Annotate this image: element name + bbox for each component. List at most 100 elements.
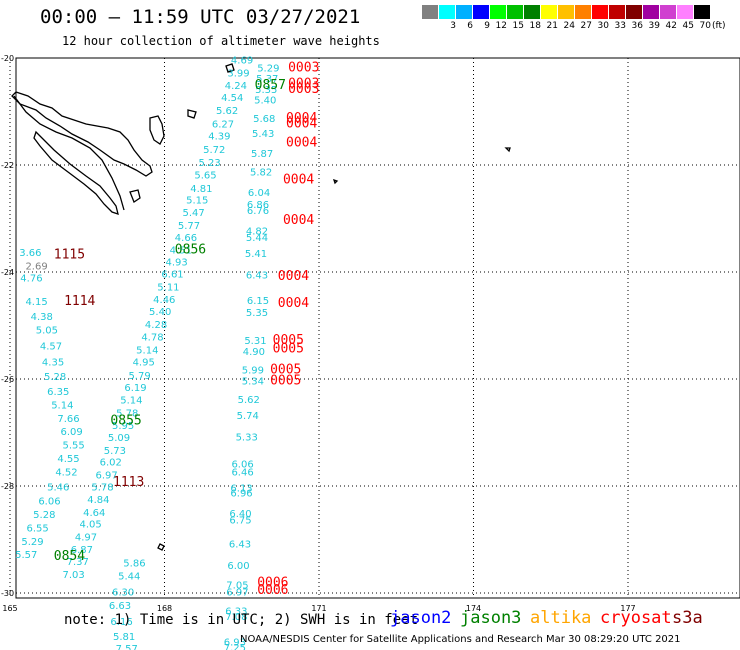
- grid-lines: [9, 57, 740, 598]
- pass-time-label: 0005: [273, 333, 304, 348]
- wave-height-value: 6.02: [100, 458, 122, 469]
- wave-height-value: 6.87: [71, 545, 93, 556]
- wave-height-value: 6.19: [124, 383, 146, 394]
- satellite-legend-item: jason2: [390, 608, 452, 628]
- wave-height-value: 5.62: [238, 395, 260, 406]
- wave-height-value: 6.55: [26, 523, 48, 534]
- wave-height-value: 7.57: [116, 644, 138, 650]
- wave-height-value: 4.69: [231, 55, 253, 66]
- colorbar-swatch: [439, 5, 456, 19]
- colorbar-swatch: [473, 5, 490, 19]
- wave-height-value: 6.43: [229, 540, 251, 551]
- wave-height-value: 5.15: [186, 196, 208, 207]
- pass-time-label: 0855: [110, 413, 141, 428]
- wave-height-value: 5.78: [91, 482, 113, 493]
- colorbar-swatch: [694, 5, 711, 19]
- wave-height-value: 6.33: [225, 606, 247, 617]
- colorbar-swatch: [490, 5, 507, 19]
- wave-height-value: 4.97: [75, 533, 97, 544]
- wave-height-value: 6.46: [231, 467, 253, 478]
- wave-height-value: 5.95: [112, 421, 134, 432]
- wave-height-value: 5.05: [36, 326, 58, 337]
- pass-time-label: 1113: [113, 475, 144, 490]
- wave-height-value: 6.97: [226, 588, 248, 599]
- wave-height-value: 7.05: [226, 581, 248, 592]
- pass-time-label: 0003: [288, 82, 319, 97]
- wave-height-value: 4.81: [190, 184, 212, 195]
- wave-height-value: 4.95: [133, 358, 155, 369]
- wave-height-value: 4.39: [208, 131, 230, 142]
- wave-height-value: 5.73: [104, 446, 126, 457]
- colorbar-swatch: [592, 5, 609, 19]
- wave-height-value: 5.28: [44, 372, 66, 383]
- wave-height-value: 5.47: [183, 208, 205, 219]
- pass-time-label: 0004: [286, 111, 317, 126]
- new-caledonia-west-coast: [13, 95, 125, 211]
- pass-time-label: 0003: [288, 60, 319, 75]
- wave-height-value: 7.25: [224, 643, 246, 650]
- colorbar-swatch: [507, 5, 524, 19]
- wave-height-value: 5.29: [21, 537, 43, 548]
- x-tick-label: 177: [620, 604, 635, 613]
- wave-height-value: 6.86: [247, 200, 269, 211]
- wave-height-value: 5.87: [251, 149, 273, 160]
- islet-hunter: [504, 147, 511, 153]
- satellite-legend-item: altika: [530, 608, 592, 628]
- wave-height-value: 4.54: [221, 93, 243, 104]
- wave-height-value: 5.37: [256, 74, 278, 85]
- wave-height-value: 5.31: [244, 336, 266, 347]
- pass-time-label: 0004: [278, 296, 309, 311]
- wave-height-value: 4.76: [20, 274, 42, 285]
- x-tick-label: 174: [466, 604, 481, 613]
- wave-height-value: 5.77: [178, 221, 200, 232]
- x-tick-label: 168: [157, 604, 172, 613]
- wave-height-values: 4.69 3.994.244.54 5.62 6.274.39 5.72 5.235.65…: [15, 55, 279, 650]
- coastline: [11, 63, 511, 551]
- pass-time-label: 0856: [175, 242, 206, 257]
- pass-time-label: 0857: [255, 78, 286, 93]
- wave-height-value: 4.52: [55, 467, 77, 478]
- colorbar-swatch: [524, 5, 541, 19]
- colorbar-swatch: [626, 5, 643, 19]
- wave-height-value: 7.37: [67, 557, 89, 568]
- satellite-legend-item: cryosat: [600, 608, 672, 628]
- wave-height-value: 5.40: [149, 307, 171, 318]
- colorbar-label: 24: [563, 21, 575, 31]
- wave-height-value: 4.84: [87, 495, 109, 506]
- y-tick-label: -28: [1, 482, 14, 491]
- wave-height-value: 5.99: [242, 366, 264, 377]
- wave-height-value: 6.40: [229, 509, 251, 520]
- wave-height-value: 5.40: [254, 95, 276, 106]
- wave-height-value: 4.82: [246, 227, 268, 238]
- pass-time-label: 0004: [286, 135, 317, 150]
- chart-subtitle: 12 hour collection of altimeter wave hei…: [62, 34, 380, 48]
- wave-height-value: 6.63: [109, 601, 131, 612]
- y-tick-label: -26: [1, 375, 14, 384]
- wave-height-value: 6.09: [60, 427, 82, 438]
- wave-height-value: 5.23: [198, 158, 220, 169]
- colorbar-swatch: [541, 5, 558, 19]
- colorbar-unit: (ft): [712, 21, 726, 31]
- pass-time-label: 0003: [288, 76, 319, 91]
- wave-height-value: 5.72: [203, 145, 225, 156]
- wave-height-value: 7.03: [63, 570, 85, 581]
- wave-height-value: 3.99: [227, 69, 249, 80]
- wave-height-value: 5.46: [47, 482, 69, 493]
- colorbar-labels: 3 6 9 12 15 18 21 24 27 30 33 36 39 42 45 70: [422, 21, 711, 31]
- islet-north: [225, 63, 235, 73]
- wave-height-value: 7.66: [57, 414, 79, 425]
- wave-height-value: 4.35: [42, 358, 64, 369]
- wave-height-value: 5.34: [242, 376, 264, 387]
- pass-time-label: 0006: [257, 583, 288, 598]
- wave-height-value: 6.16: [110, 617, 132, 628]
- wave-height-value: 5.62: [216, 106, 238, 117]
- colorbar: [422, 5, 711, 19]
- wave-height-value: 6.06: [231, 459, 253, 470]
- wave-height-value: 5.29: [257, 63, 279, 74]
- wave-height-value: 5.78: [116, 408, 138, 419]
- wave-height-value: 6.93: [224, 637, 246, 648]
- y-tick-label: -22: [1, 161, 14, 170]
- footnote: note: 1) Time is in UTC; 2) SWH is in fe…: [64, 612, 419, 628]
- wave-height-value: 4.93: [166, 258, 188, 269]
- wave-height-value: 5.11: [157, 283, 179, 294]
